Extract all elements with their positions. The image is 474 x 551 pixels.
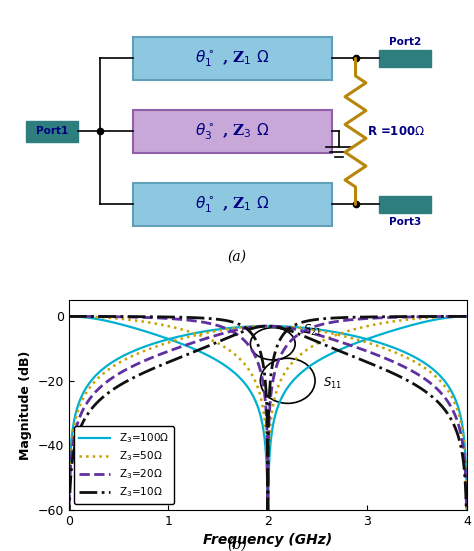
Text: (b): (b) (227, 537, 247, 551)
Text: S$_{11}$: S$_{11}$ (322, 376, 342, 391)
FancyBboxPatch shape (133, 36, 332, 80)
Text: $\theta_1^\circ$ , Z$_1$ $\Omega$: $\theta_1^\circ$ , Z$_1$ $\Omega$ (195, 194, 270, 215)
FancyBboxPatch shape (379, 196, 431, 213)
Text: R =100$\Omega$: R =100$\Omega$ (367, 125, 426, 138)
Legend: Z$_3$=100$\Omega$, Z$_3$=50$\Omega$, Z$_3$=20$\Omega$, Z$_3$=10$\Omega$: Z$_3$=100$\Omega$, Z$_3$=50$\Omega$, Z$_… (74, 426, 174, 505)
X-axis label: Frequency (GHz): Frequency (GHz) (203, 533, 332, 547)
FancyBboxPatch shape (133, 182, 332, 226)
Text: $\theta_3^\circ$ , Z$_3$ $\Omega$: $\theta_3^\circ$ , Z$_3$ $\Omega$ (195, 121, 270, 142)
FancyBboxPatch shape (26, 121, 78, 142)
Text: (a): (a) (228, 250, 246, 264)
Text: S$_{21}$: S$_{21}$ (302, 323, 322, 338)
FancyBboxPatch shape (379, 50, 431, 67)
FancyBboxPatch shape (133, 110, 332, 153)
Y-axis label: Magnitude (dB): Magnitude (dB) (19, 350, 32, 460)
Text: Port3: Port3 (389, 217, 421, 227)
Text: Port2: Port2 (389, 37, 421, 47)
Text: Port1: Port1 (36, 126, 68, 137)
Text: $\theta_1^\circ$ , Z$_1$ $\Omega$: $\theta_1^\circ$ , Z$_1$ $\Omega$ (195, 48, 270, 69)
